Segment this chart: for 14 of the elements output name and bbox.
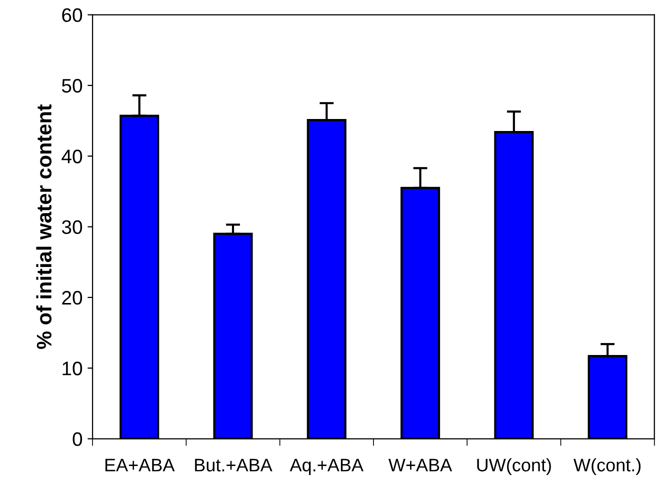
y-tick-label: 0 [72,432,82,446]
x-tick-label: Aq.+ABA [290,458,364,476]
y-tick-label: 30 [62,220,82,234]
x-tick-label: W(cont.) [574,458,641,476]
x-tick-label: UW(cont) [477,458,551,476]
x-tick-label: W+ABA [388,458,452,472]
x-tick-label: EA+ABA [105,458,175,472]
y-tick-label: 60 [62,8,82,22]
y-axis-title: % of initial water content [36,104,52,349]
y-tick-label: 20 [62,290,82,305]
y-tick-label: 50 [62,78,82,93]
y-tick-label: 10 [62,362,82,376]
x-tick-label: But.+ABA [195,458,272,472]
y-tick-label: 40 [62,150,82,164]
